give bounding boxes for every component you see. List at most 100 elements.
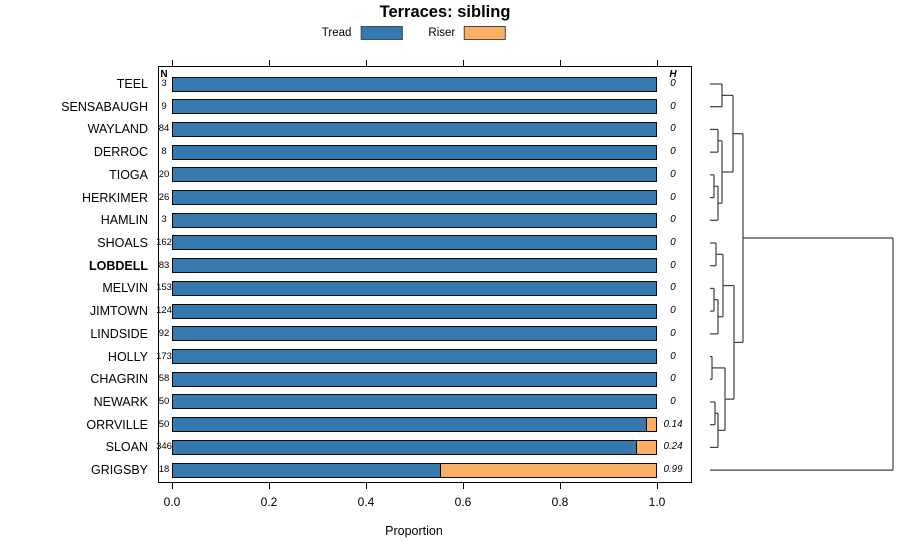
- h-value: 0: [670, 214, 676, 226]
- stacked-bar: [172, 439, 657, 455]
- category-label: HOLLY: [107, 349, 148, 364]
- category-label: HERKIMER: [82, 190, 148, 205]
- riser-segment: [645, 417, 657, 433]
- x-axis-label: Proportion: [385, 524, 443, 538]
- axis-tick: [559, 483, 561, 489]
- n-value: 20: [158, 168, 170, 180]
- h-value: 0: [670, 259, 676, 271]
- tread-segment: [172, 280, 657, 296]
- n-value: 50: [158, 418, 170, 430]
- axis-tick-label: 0.2: [260, 495, 278, 509]
- axis-tick-label: 0.8: [551, 495, 569, 509]
- h-value: 0: [670, 168, 676, 180]
- h-value: 0: [670, 123, 676, 135]
- stacked-bar: [172, 121, 657, 137]
- h-value: 0: [670, 146, 676, 158]
- axis-tick: [656, 483, 658, 489]
- h-value: 0: [670, 236, 676, 248]
- n-value: 50: [158, 395, 170, 407]
- axis-tick-top: [171, 60, 173, 66]
- h-value: 0: [670, 78, 676, 89]
- tread-segment: [172, 326, 657, 342]
- n-value: 83: [158, 259, 170, 271]
- stacked-bar: [172, 258, 657, 274]
- stacked-bar: [172, 326, 657, 342]
- axis-tick-top: [656, 60, 658, 66]
- n-value: 173: [156, 350, 172, 362]
- n-value: 8: [161, 146, 167, 158]
- category-label: HAMLIN: [100, 213, 148, 228]
- tread-segment: [172, 258, 657, 274]
- category-label: SLOAN: [105, 440, 148, 455]
- category-label: WAYLAND: [87, 122, 148, 137]
- axis-tick-label: 0.4: [357, 495, 375, 509]
- category-label: SENSABAUGH: [61, 99, 148, 114]
- h-value: 0.24: [663, 441, 683, 453]
- axis-tick: [268, 483, 270, 489]
- axis-tick-top: [559, 60, 561, 66]
- category-label: ORRVILLE: [86, 417, 148, 432]
- stacked-bar: [172, 371, 657, 387]
- tread-segment: [172, 121, 657, 137]
- tread-segment: [172, 394, 657, 410]
- category-label: NEWARK: [93, 394, 148, 409]
- h-value: 0: [670, 327, 676, 339]
- legend: Tread Riser: [321, 26, 507, 40]
- category-label: JIMTOWN: [89, 304, 148, 319]
- stacked-bar: [172, 190, 657, 206]
- tread-segment: [172, 349, 657, 365]
- n-value: 124: [156, 305, 172, 317]
- stacked-bar: [172, 167, 657, 183]
- axis-tick: [365, 483, 367, 489]
- n-value: 84: [158, 123, 170, 135]
- h-value: 0: [670, 373, 676, 385]
- h-value: 0: [670, 395, 676, 407]
- axis-tick-label: 0.6: [454, 495, 472, 509]
- tread-segment: [172, 99, 657, 115]
- category-label: MELVIN: [102, 281, 148, 296]
- axis-tick-label: 0.0: [163, 495, 181, 509]
- stacked-bar: [172, 462, 657, 478]
- n-value: 3: [161, 78, 167, 89]
- tread-segment: [172, 371, 657, 387]
- n-value: 92: [158, 327, 170, 339]
- legend-label-tread: Tread: [321, 27, 352, 39]
- h-value: 0: [670, 282, 676, 294]
- category-label: TEEL: [116, 77, 148, 91]
- axis-tick: [462, 483, 464, 489]
- axis-tick-top: [268, 60, 270, 66]
- stacked-bar: [172, 212, 657, 228]
- chart-title: Terraces: sibling: [379, 3, 511, 21]
- n-value: 153: [156, 282, 172, 294]
- n-value: 26: [158, 191, 170, 203]
- stacked-bar: [172, 235, 657, 251]
- h-value: 0: [670, 191, 676, 203]
- category-label: GRIGSBY: [91, 463, 148, 478]
- category-label: TIOGA: [109, 167, 148, 182]
- stacked-bar: [172, 76, 657, 92]
- h-value: 0.99: [663, 464, 683, 476]
- stacked-bar: [172, 417, 657, 433]
- category-label: LOBDELL: [88, 258, 148, 273]
- stacked-bar: [172, 280, 657, 296]
- axis-tick-top: [462, 60, 464, 66]
- h-value: 0: [670, 305, 676, 317]
- riser-segment: [440, 462, 657, 478]
- legend-swatch-riser: [464, 26, 507, 40]
- tread-segment: [172, 76, 657, 92]
- stacked-bar: [172, 303, 657, 319]
- category-label: CHAGRIN: [90, 372, 148, 387]
- riser-segment: [636, 439, 657, 455]
- n-value: 18: [158, 464, 170, 476]
- tread-segment: [172, 190, 657, 206]
- tread-segment: [172, 303, 657, 319]
- n-value: 3: [161, 214, 167, 226]
- axis-tick: [171, 483, 173, 489]
- category-label: SHOALS: [97, 235, 148, 250]
- h-value: 0: [670, 350, 676, 362]
- h-value: 0.14: [663, 418, 683, 430]
- stacked-bar: [172, 394, 657, 410]
- n-value: 9: [161, 100, 167, 112]
- n-value: 346: [156, 441, 172, 453]
